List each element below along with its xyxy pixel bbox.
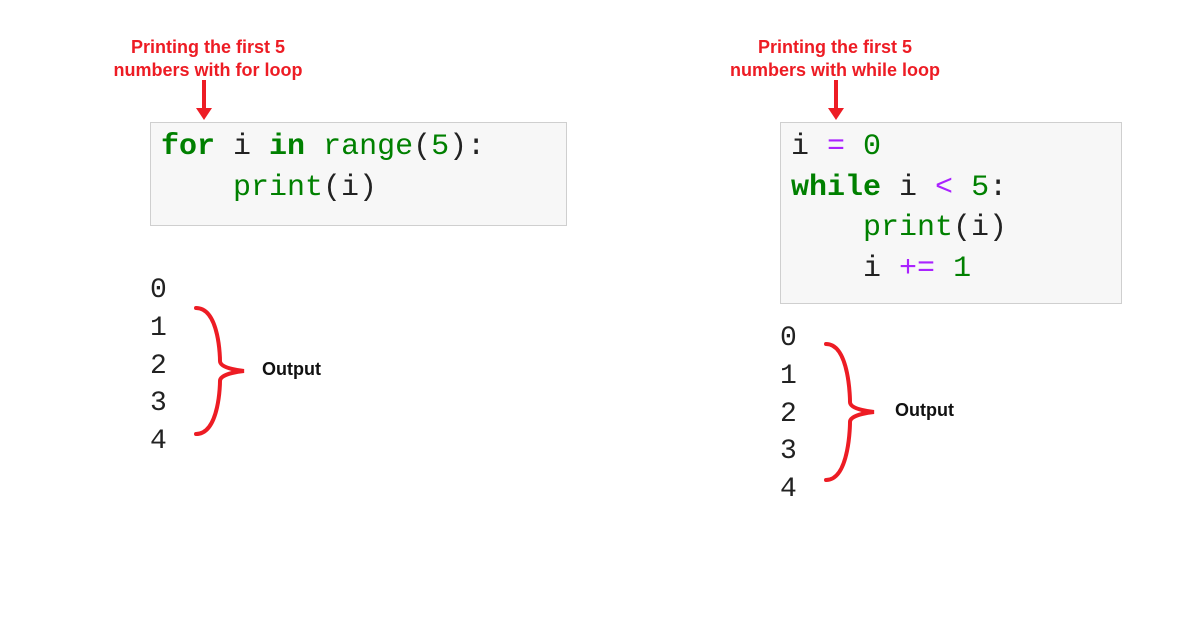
while-loop-arrow-icon <box>828 80 844 120</box>
while-loop-output: 0 1 2 3 4 <box>780 320 797 509</box>
while-loop-brace-icon <box>820 342 880 482</box>
for-loop-caption: Printing the first 5numbers with for loo… <box>98 36 318 81</box>
while-loop-code-block: i = 0while i < 5: print(i) i += 1 <box>780 122 1122 304</box>
for-loop-output: 0 1 2 3 4 <box>150 272 167 461</box>
for-loop-code-block: for i in range(5): print(i) <box>150 122 567 226</box>
while-loop-caption: Printing the first 5numbers with while l… <box>715 36 955 81</box>
while-loop-output-label: Output <box>895 400 954 421</box>
for-loop-brace-icon <box>190 306 250 436</box>
for-loop-output-label: Output <box>262 359 321 380</box>
for-loop-arrow-icon <box>196 80 212 120</box>
